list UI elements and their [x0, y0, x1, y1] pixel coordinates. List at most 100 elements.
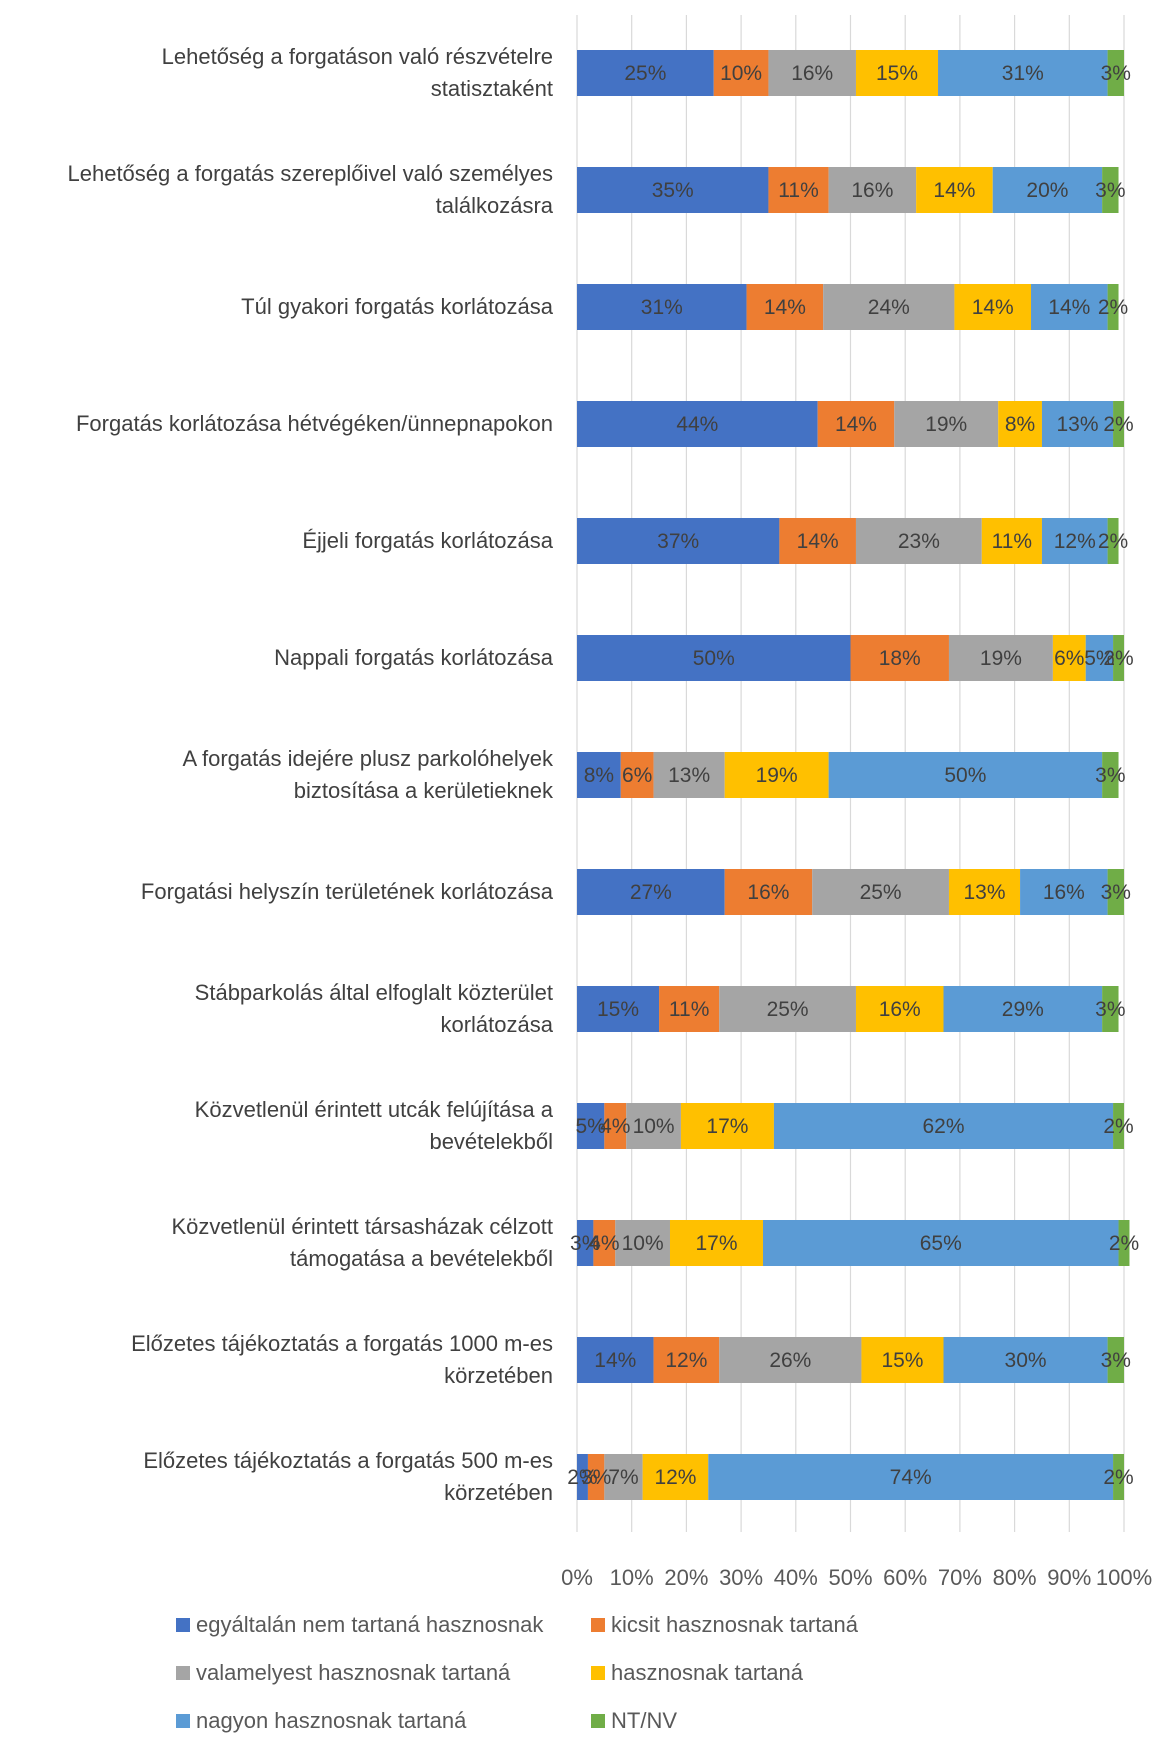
- x-tick-label: 0%: [561, 1565, 593, 1590]
- data-label: 3%: [1101, 881, 1131, 904]
- category-label: Előzetes tájékoztatás a forgatás 1000 m-…: [131, 1331, 553, 1356]
- data-label: 13%: [963, 881, 1005, 904]
- x-tick-label: 40%: [774, 1565, 818, 1590]
- legend-swatch: [176, 1666, 190, 1680]
- legend-label: nagyon hasznosnak tartaná: [196, 1708, 467, 1733]
- bars: [577, 50, 1130, 1500]
- data-label: 30%: [1005, 1349, 1047, 1372]
- bar-segment: [653, 1337, 720, 1383]
- data-label: 65%: [920, 1232, 962, 1255]
- bar-segment: [861, 1337, 944, 1383]
- bar-segment: [1107, 869, 1124, 915]
- x-tick-label: 100%: [1096, 1565, 1152, 1590]
- data-label: 3%: [1101, 1349, 1131, 1372]
- bar-segment: [823, 284, 955, 330]
- bar-segment: [1107, 50, 1124, 96]
- data-label: 14%: [972, 296, 1014, 319]
- category-label: Forgatás korlátozása hétvégéken/ünnepnap…: [76, 411, 553, 436]
- data-label: 50%: [944, 764, 986, 787]
- bar-segment: [1102, 752, 1119, 798]
- data-label: 3%: [1101, 62, 1131, 85]
- data-label: 74%: [890, 1466, 932, 1489]
- bar-segment: [653, 752, 725, 798]
- data-label: 2%: [567, 1466, 597, 1489]
- category-label: Közvetlenül érintett társasházak célzott: [171, 1214, 553, 1239]
- data-label: 6%: [622, 764, 652, 787]
- bar-segment: [604, 1103, 627, 1149]
- bar-segment: [779, 518, 856, 564]
- bar-segment: [577, 1454, 588, 1500]
- x-tick-label: 70%: [938, 1565, 982, 1590]
- bar-segment: [817, 401, 895, 447]
- data-label: 3%: [581, 1466, 611, 1489]
- data-label: 5%: [1084, 647, 1114, 670]
- legend-swatch: [176, 1714, 190, 1728]
- bar-segment: [954, 284, 1032, 330]
- data-label: 29%: [1002, 998, 1044, 1021]
- legend-item-nagyon: nagyon hasznosnak tartaná: [176, 1708, 466, 1734]
- x-tick-label: 20%: [664, 1565, 708, 1590]
- data-label: 14%: [594, 1349, 636, 1372]
- data-label: 31%: [641, 296, 683, 319]
- bar-segment: [577, 986, 660, 1032]
- category-label: Túl gyakori forgatás korlátozása: [241, 294, 554, 319]
- data-label: 10%: [622, 1232, 664, 1255]
- data-label: 24%: [868, 296, 910, 319]
- bar-segment: [577, 1220, 594, 1266]
- bar-segment: [593, 1220, 616, 1266]
- bar-segment: [1102, 167, 1119, 213]
- category-label: találkozásra: [436, 193, 554, 218]
- x-tick-label: 60%: [883, 1565, 927, 1590]
- data-label: 16%: [879, 998, 921, 1021]
- category-label: körzetében: [444, 1363, 553, 1388]
- data-label: 14%: [835, 413, 877, 436]
- data-label: 2%: [1109, 1232, 1139, 1255]
- data-label: 25%: [624, 62, 666, 85]
- data-label: 50%: [693, 647, 735, 670]
- data-label: 2%: [1098, 530, 1128, 553]
- data-label: 26%: [769, 1349, 811, 1372]
- bar-segment: [577, 50, 714, 96]
- data-label: 6%: [1054, 647, 1084, 670]
- bar-segment: [850, 635, 949, 681]
- bar-segment: [577, 167, 769, 213]
- legend-row: valamelyest hasznosnak tartaná hasznosna…: [176, 1660, 996, 1708]
- x-tick-label: 10%: [610, 1565, 654, 1590]
- data-label: 12%: [665, 1349, 707, 1372]
- data-label: 15%: [876, 62, 918, 85]
- data-label: 27%: [630, 881, 672, 904]
- data-label: 17%: [706, 1115, 748, 1138]
- data-labels: 25% 10% 16% 15% 31% 3% 35% 11% 16% 14% 20% 3% 31% 14%…: [567, 62, 1139, 1489]
- legend-label: NT/NV: [611, 1708, 677, 1733]
- bar-segment: [762, 1220, 1119, 1266]
- bar-segment: [1107, 284, 1119, 330]
- category-label: bevételekből: [429, 1129, 553, 1154]
- data-label: 3%: [570, 1232, 600, 1255]
- bar-segment: [577, 1103, 605, 1149]
- data-label: 14%: [797, 530, 839, 553]
- legend-item-egyaltalan-nem: egyáltalán nem tartaná hasznosnak: [176, 1612, 543, 1638]
- legend-swatch: [591, 1714, 605, 1728]
- x-tick-label: 30%: [719, 1565, 763, 1590]
- data-label: 44%: [676, 413, 718, 436]
- data-label: 12%: [654, 1466, 696, 1489]
- bar-segment: [1020, 869, 1108, 915]
- data-label: 5%: [575, 1115, 605, 1138]
- bar-segment: [855, 986, 944, 1032]
- category-label: Nappali forgatás korlátozása: [274, 645, 554, 670]
- data-label: 16%: [1043, 881, 1085, 904]
- category-label: Előzetes tájékoztatás a forgatás 500 m-e…: [143, 1448, 553, 1473]
- bar-segment: [943, 1337, 1108, 1383]
- bar-segment: [938, 50, 1108, 96]
- bar-segment: [577, 284, 747, 330]
- bar-segment: [768, 167, 829, 213]
- category-label: statisztaként: [431, 76, 553, 101]
- category-label: korlátozása: [440, 1012, 553, 1037]
- data-label: 11%: [992, 530, 1032, 553]
- bar-segment: [981, 518, 1042, 564]
- data-label: 14%: [933, 179, 975, 202]
- data-label: 13%: [668, 764, 710, 787]
- data-label: 7%: [608, 1466, 638, 1489]
- bar-segment: [615, 1220, 670, 1266]
